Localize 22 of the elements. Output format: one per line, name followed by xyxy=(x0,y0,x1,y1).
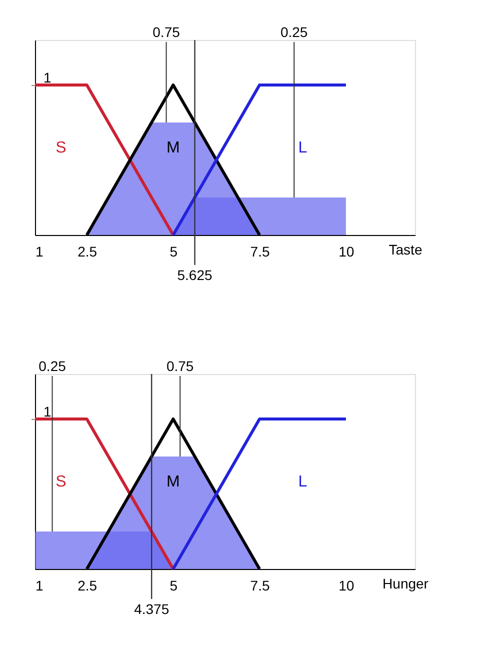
x-tick-label: 7.5 xyxy=(250,578,270,594)
x-axis-title: Taste xyxy=(388,242,422,258)
x-tick-label: 10 xyxy=(338,244,354,260)
series-label: M xyxy=(166,139,180,156)
annotation: 0.25 xyxy=(38,358,66,374)
text: L xyxy=(298,139,308,156)
ref-line-label: 5.625 xyxy=(177,267,212,283)
series-label: M xyxy=(166,473,180,490)
text: S xyxy=(56,139,66,156)
x-axis-title: Hunger xyxy=(382,576,429,592)
text: L xyxy=(298,473,308,490)
x-tick-label: 5 xyxy=(170,578,178,594)
annotation: 0.75 xyxy=(166,358,194,374)
ref-line-label: 4.375 xyxy=(134,601,170,617)
x-tick-label: 7.5 xyxy=(250,244,270,260)
text: S xyxy=(56,473,66,490)
annotation: 0.25 xyxy=(280,24,308,40)
x-tick-label: 5 xyxy=(170,244,178,260)
x-tick-label: 2.5 xyxy=(78,578,98,594)
x-tick-label: 2.5 xyxy=(78,244,98,260)
x-tick-label: 10 xyxy=(338,578,354,594)
annotation: 0.75 xyxy=(152,24,180,40)
